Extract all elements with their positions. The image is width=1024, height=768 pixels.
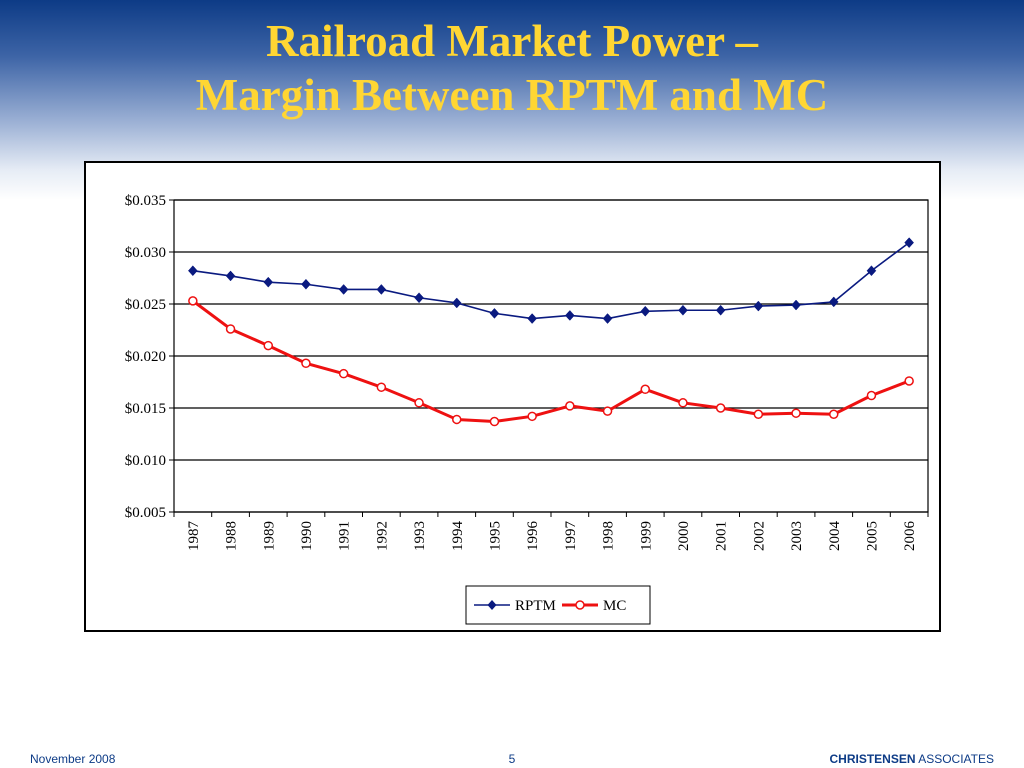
data-point-mc	[527, 411, 537, 422]
x-tick-label: 2003	[789, 521, 805, 551]
legend-marker-rptm	[487, 600, 497, 610]
data-point-mc	[452, 414, 462, 425]
y-tick-label: $0.005	[125, 505, 166, 521]
x-tick-label: 1993	[412, 521, 428, 551]
y-tick-label: $0.035	[125, 193, 166, 209]
x-tick-label: 1992	[374, 521, 390, 551]
y-tick-label: $0.025	[125, 297, 166, 313]
x-tick-label: 1990	[299, 521, 315, 551]
data-point-rptm	[678, 304, 688, 316]
legend-label-mc: MC	[603, 598, 626, 614]
data-point-rptm	[904, 237, 914, 249]
data-point-rptm	[414, 292, 424, 304]
slide-title: Railroad Market Power – Margin Between R…	[0, 14, 1024, 122]
data-point-rptm	[301, 278, 311, 290]
x-tick-label: 2004	[827, 521, 843, 552]
data-point-mc	[338, 368, 349, 379]
data-point-mc	[489, 416, 500, 427]
data-point-rptm	[489, 307, 500, 319]
data-point-mc	[225, 324, 236, 334]
x-tick-label: 1998	[601, 521, 617, 551]
data-point-rptm	[565, 310, 575, 321]
series-group	[188, 237, 914, 427]
data-point-rptm	[753, 300, 764, 312]
x-tick-label: 2005	[864, 521, 880, 551]
series-line-rptm	[192, 241, 910, 320]
data-point-mc	[715, 403, 726, 413]
title-line-2: Margin Between RPTM and MC	[195, 70, 829, 120]
data-point-mc	[866, 390, 877, 401]
x-tick-label: 1996	[525, 521, 541, 552]
data-point-rptm	[225, 270, 236, 282]
data-point-rptm	[338, 284, 349, 295]
data-point-rptm	[376, 284, 387, 295]
data-point-rptm	[640, 305, 651, 317]
x-tick-label: 2002	[751, 521, 767, 551]
x-tick-label: 2001	[714, 521, 730, 551]
company-name-rest: ASSOCIATES	[915, 752, 994, 766]
y-tick-label: $0.010	[125, 453, 166, 469]
data-point-rptm	[828, 296, 839, 308]
x-tick-label: 1999	[638, 521, 654, 551]
data-point-mc	[263, 340, 273, 351]
x-tick-label: 1987	[186, 521, 202, 552]
x-tick-label: 1988	[224, 521, 240, 551]
data-point-mc	[678, 398, 688, 408]
data-point-mc	[188, 296, 198, 306]
legend-marker-mc	[575, 600, 585, 610]
y-tick-label: $0.030	[125, 245, 166, 261]
data-point-rptm	[263, 276, 274, 288]
line-chart: $0.005 $0.010 $0.015 $0.020 $0.025 $0.030 $0.0…	[125, 193, 929, 625]
data-point-mc	[376, 382, 387, 392]
data-point-mc	[829, 409, 839, 419]
series-mc	[188, 296, 914, 427]
data-point-rptm	[602, 313, 613, 324]
x-axis: 1987 1988 1989 1990 1991 1992 1993 1994 1995 1996…	[173, 512, 929, 552]
series-line-mc	[191, 299, 910, 424]
data-point-mc	[602, 406, 613, 416]
company-name-bold: CHRISTENSEN	[829, 752, 916, 766]
data-point-rptm	[527, 313, 537, 324]
x-tick-label: 1997	[563, 521, 579, 552]
data-point-mc	[753, 409, 764, 419]
data-point-rptm	[715, 304, 726, 316]
chart-frame: $0.005 $0.010 $0.015 $0.020 $0.025 $0.030 $0.0…	[84, 161, 941, 632]
y-axis: $0.005 $0.010 $0.015 $0.020 $0.025 $0.030 $0.0…	[125, 193, 174, 521]
data-point-rptm	[451, 297, 462, 309]
data-point-mc	[414, 398, 424, 408]
data-point-mc	[565, 401, 575, 411]
x-tick-label: 1991	[337, 521, 353, 551]
x-tick-label: 2000	[676, 521, 692, 551]
title-line-1: Railroad Market Power –	[266, 16, 758, 66]
data-point-rptm	[188, 265, 198, 277]
series-rptm	[188, 237, 914, 324]
legend: RPTM MC	[465, 585, 651, 625]
legend-label-rptm: RPTM	[515, 598, 556, 614]
x-tick-label: 1995	[487, 521, 503, 551]
page-number: 5	[508, 752, 516, 766]
footer-date: November 2008	[30, 752, 116, 766]
x-tick-label: 2006	[902, 521, 918, 552]
data-point-mc	[640, 384, 650, 395]
data-point-mc	[791, 408, 801, 418]
x-tick-label: 1989	[261, 521, 277, 551]
data-point-mc	[301, 358, 311, 369]
y-tick-label: $0.015	[125, 401, 166, 417]
y-tick-label: $0.020	[125, 349, 166, 365]
data-point-rptm	[866, 265, 877, 277]
company-name: CHRISTENSEN ASSOCIATES	[830, 752, 994, 768]
data-point-rptm	[791, 299, 801, 311]
x-tick-label: 1994	[450, 521, 466, 552]
data-point-mc	[904, 376, 914, 386]
